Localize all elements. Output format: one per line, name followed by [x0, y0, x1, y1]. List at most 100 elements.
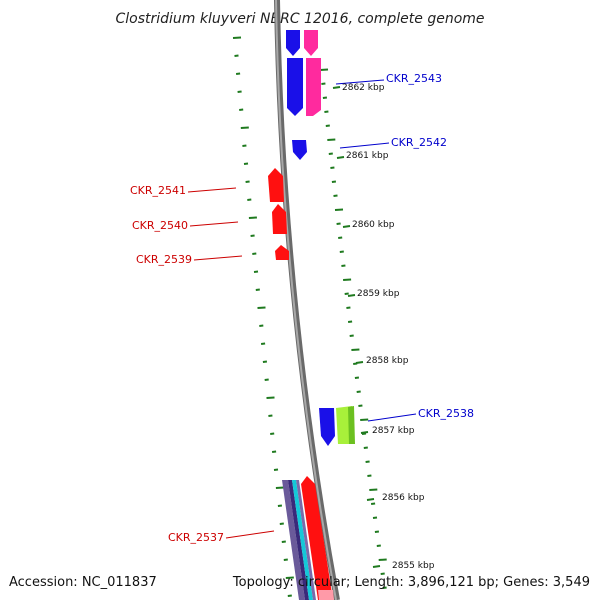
track-tick: [330, 166, 335, 169]
track-tick: [259, 324, 264, 327]
kbp-tick-2859: [347, 294, 356, 297]
genome-backbone: [274, 0, 340, 600]
track-tick: [343, 278, 352, 281]
kbp-tick-2855: [372, 565, 381, 568]
track-tick: [367, 474, 372, 477]
gene-feature-cyan-strip: [292, 480, 313, 600]
kbp-label-2862: 2862 kbp: [342, 83, 385, 93]
track-tick: [349, 334, 354, 337]
track-tick: [242, 144, 247, 147]
leader-line-ckr-2540: [189, 221, 239, 227]
track-tick: [346, 306, 351, 309]
track-tick: [372, 516, 378, 519]
track-tick: [273, 468, 279, 471]
track-tick: [380, 572, 385, 575]
track-tick: [275, 486, 284, 489]
label-ckr-2539[interactable]: CKR_2539: [136, 253, 192, 266]
track-tick: [287, 594, 292, 597]
track-tick: [334, 208, 344, 211]
kbp-tick-2857: [360, 431, 369, 434]
track-tick: [324, 110, 329, 113]
kbp-label-2859: 2859 kbp: [357, 289, 400, 299]
track-tick: [237, 90, 242, 93]
track-tick: [252, 252, 257, 255]
track-tick: [378, 558, 387, 561]
track-tick: [347, 320, 353, 323]
track-tick: [328, 152, 333, 155]
gene-labels: CKR_2543 CKR_2542 CKR_2538 CKR_2541 CKR_…: [130, 72, 474, 544]
track-tick: [255, 288, 260, 291]
track-tick: [250, 234, 255, 237]
track-tick: [285, 576, 294, 579]
leader-line-ckr-2538: [367, 413, 417, 422]
kbp-tick-2861: [336, 156, 345, 159]
gene-feature-ckr-2543-blue: [287, 58, 303, 116]
gene-feature-ckr-2538-blue: [319, 408, 335, 446]
kbp-label-2856: 2856 kbp: [382, 493, 425, 503]
leader-line-ckr-2541: [187, 187, 237, 193]
track-tick: [370, 502, 376, 505]
track-tick: [232, 36, 242, 39]
inner-dotted-track: [319, 68, 387, 589]
track-tick: [266, 396, 275, 399]
track-tick: [257, 306, 266, 309]
gene-feature-dark-purple-strip: [288, 480, 309, 600]
track-tick: [331, 180, 337, 183]
track-tick: [235, 72, 241, 75]
track-tick: [264, 378, 269, 381]
track-tick: [382, 586, 387, 589]
track-tick: [374, 530, 380, 533]
kbp-tick-2862: [332, 86, 341, 89]
track-tick: [365, 460, 370, 463]
track-tick: [341, 264, 346, 267]
track-tick: [240, 126, 249, 129]
label-ckr-2543[interactable]: CKR_2543: [386, 72, 442, 85]
kbp-label-2855: 2855 kbp: [392, 561, 435, 571]
leader-line-ckr-2542: [339, 142, 390, 149]
gene-feature-ckr-2543-pink: [306, 58, 321, 116]
track-tick: [344, 292, 349, 295]
genome-backbone-highlight: [275, 0, 337, 600]
track-tick: [358, 404, 363, 407]
label-ckr-2537[interactable]: CKR_2537: [168, 531, 224, 544]
label-ckr-2538[interactable]: CKR_2538: [418, 407, 474, 420]
kbp-label-2860: 2860 kbp: [352, 220, 395, 230]
track-tick: [247, 198, 252, 201]
gene-feature-ckr-2542: [292, 140, 307, 160]
track-tick: [321, 82, 326, 85]
track-tick: [262, 360, 268, 363]
track-tick: [361, 432, 367, 435]
kbp-label-2861: 2861 kbp: [346, 151, 389, 161]
kbp-tick-2856: [366, 498, 375, 501]
kbp-label-2857: 2857 kbp: [372, 426, 415, 436]
gene-feature-pink-top: [304, 30, 318, 56]
track-tick: [325, 124, 330, 127]
track-tick: [339, 250, 344, 253]
track-tick: [333, 194, 338, 197]
gene-feature-lavender-strip: [296, 480, 316, 600]
gene-feature-ckr-2541: [268, 168, 284, 202]
label-ckr-2540[interactable]: CKR_2540: [132, 219, 188, 232]
leader-line-ckr-2539: [193, 255, 243, 261]
summary-text: Topology: circular; Length: 3,896,121 bp…: [232, 575, 590, 590]
track-tick: [281, 540, 286, 543]
kbp-tick-2860: [342, 225, 351, 228]
track-tick: [268, 414, 273, 417]
label-ckr-2542[interactable]: CKR_2542: [391, 136, 447, 149]
track-tick: [363, 446, 368, 449]
track-tick: [376, 544, 381, 547]
kbp-tick-2858: [355, 361, 364, 364]
track-tick: [245, 180, 250, 183]
gene-feature-ckr-2538-lime-edge: [348, 406, 355, 444]
label-ckr-2541[interactable]: CKR_2541: [130, 184, 186, 197]
gene-feature-purple-strip: [282, 480, 305, 600]
track-tick: [243, 162, 249, 165]
outer-dotted-track: [232, 36, 294, 597]
track-tick: [369, 488, 378, 491]
track-tick: [354, 376, 360, 379]
gene-feature-ckr-2539: [275, 245, 289, 260]
gene-feature-blue-top: [286, 30, 300, 56]
map-title: Clostridium kluyveri NBRC 12016, complet…: [115, 11, 484, 27]
track-tick: [327, 138, 336, 141]
track-tick: [336, 222, 341, 225]
